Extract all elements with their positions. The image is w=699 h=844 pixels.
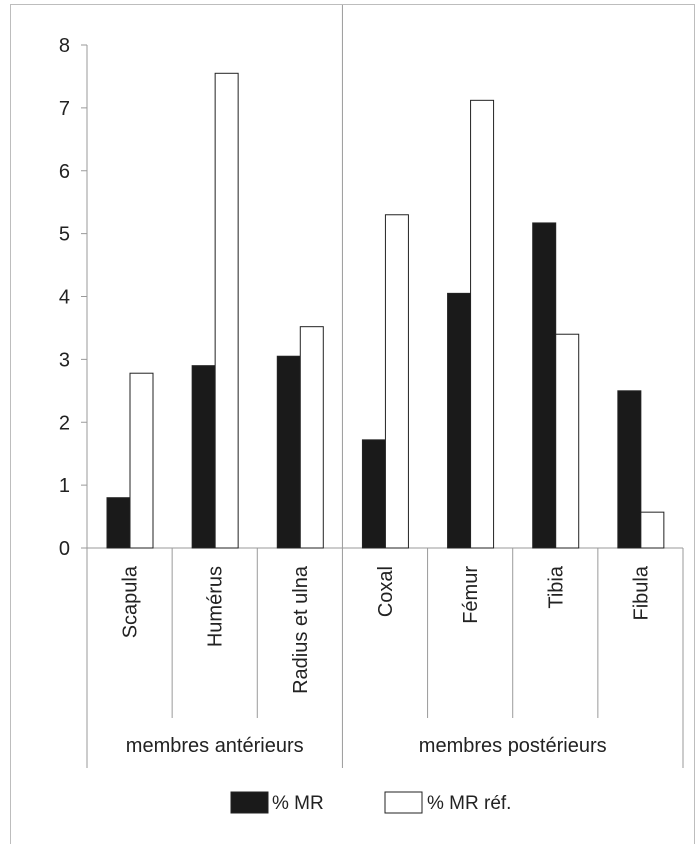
category-label: Scapula xyxy=(120,565,142,638)
group-label: membres postérieurs xyxy=(419,735,607,757)
y-tick-label: 7 xyxy=(59,98,70,120)
bar-mr-ref xyxy=(299,326,324,549)
bar-mr-ref xyxy=(555,333,580,549)
bar-mr xyxy=(276,355,301,549)
y-tick-label: 4 xyxy=(59,287,70,309)
bar-mr xyxy=(106,497,131,549)
bar-mr xyxy=(361,439,386,549)
bar-mr-ref xyxy=(640,511,665,549)
legend-swatch xyxy=(230,791,269,814)
group-label: membres antérieurs xyxy=(126,735,304,757)
bar-mr xyxy=(447,292,472,549)
category-label: Radius et ulna xyxy=(290,565,312,694)
legend-label: % MR réf. xyxy=(427,793,511,814)
y-tick-label: 2 xyxy=(59,412,70,434)
y-tick-label: 3 xyxy=(59,349,70,371)
y-tick-label: 0 xyxy=(59,538,70,560)
y-tick-label: 1 xyxy=(59,475,70,497)
bar-mr-ref xyxy=(384,214,409,549)
bar-mr-ref xyxy=(129,372,154,549)
chart-frame xyxy=(10,4,695,844)
category-label: Coxal xyxy=(375,566,397,617)
chart-labels: 0 1 2 3 4 5 6 7 8 membres antérieurs membres posté… xyxy=(59,35,653,757)
legend-swatch xyxy=(384,791,423,814)
bar-mr xyxy=(191,365,216,549)
legend-label: % MR xyxy=(272,793,324,814)
category-label: Fibula xyxy=(630,565,652,620)
chart-bars xyxy=(106,72,665,549)
category-label: Humérus xyxy=(205,566,227,647)
bar-mr xyxy=(532,222,557,549)
category-label: Tibia xyxy=(545,565,567,608)
bar-mr-ref xyxy=(214,72,239,549)
bar-mr xyxy=(617,390,642,549)
y-tick-label: 6 xyxy=(59,161,70,183)
bar-mr-ref xyxy=(470,99,495,549)
chart-legend: % MR % MR réf. xyxy=(230,791,511,814)
chart-axes xyxy=(81,5,684,768)
y-tick-label: 5 xyxy=(59,224,70,246)
category-label: Fémur xyxy=(460,566,482,624)
y-tick-label: 8 xyxy=(59,35,70,57)
